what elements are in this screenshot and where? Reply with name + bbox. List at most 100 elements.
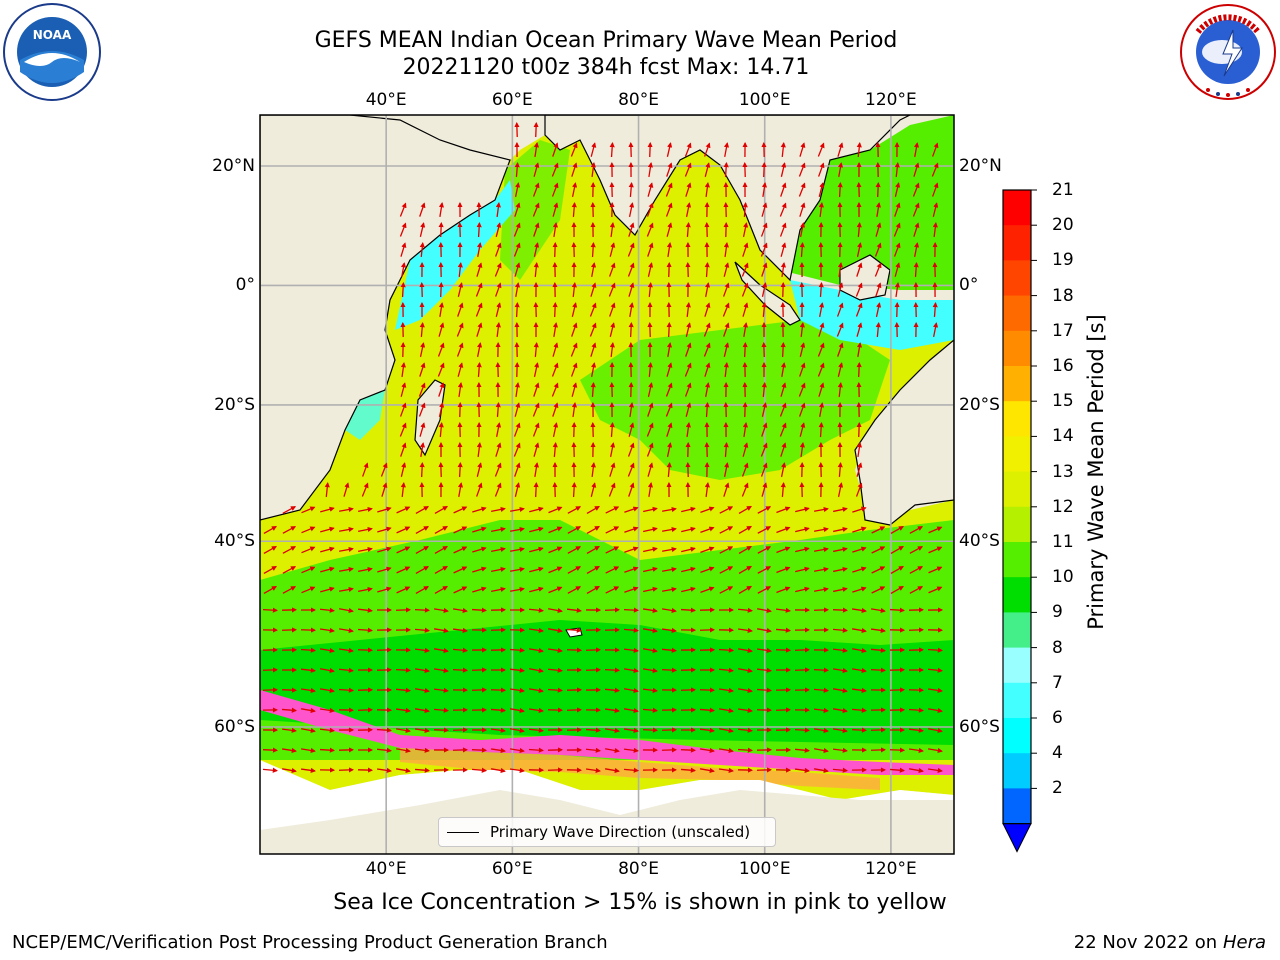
wave-direction-arrow (400, 242, 407, 257)
wave-direction-arrow (590, 241, 596, 258)
wave-direction-arrow (794, 727, 811, 733)
wave-direction-arrow (471, 607, 488, 613)
equatorial-green (580, 320, 890, 480)
wave-direction-arrow (300, 647, 317, 653)
wave-direction-arrow (757, 506, 772, 514)
wave-direction-arrow (395, 687, 412, 693)
wave-direction-arrow (438, 302, 445, 318)
wave-direction-arrow (833, 506, 848, 513)
wave-direction-arrow (742, 442, 749, 457)
wave-direction-arrow (262, 747, 279, 753)
wave-direction-arrow (419, 242, 425, 258)
wave-direction-arrow (856, 242, 863, 257)
wave-direction-arrow (795, 586, 810, 593)
wave-direction-arrow (699, 747, 715, 753)
wave-direction-arrow (300, 727, 316, 734)
wave-direction-arrow (419, 342, 426, 357)
wave-direction-arrow (680, 607, 697, 613)
wave-direction-arrow (324, 481, 330, 498)
wave-direction-arrow (548, 586, 563, 594)
wave-direction-arrow (818, 402, 825, 417)
wave-direction-arrow (495, 282, 502, 297)
wave-direction-arrow (419, 362, 426, 377)
colorbar-segment (1003, 366, 1031, 402)
wave-direction-arrow (491, 526, 506, 533)
wave-direction-arrow (856, 142, 862, 158)
wave-direction-arrow (509, 747, 525, 754)
wave-direction-arrow (490, 747, 506, 753)
wave-direction-arrow (681, 546, 696, 553)
wave-direction-arrow (567, 526, 582, 534)
land-africa (260, 115, 511, 521)
wave-direction-arrow (799, 362, 806, 377)
map-frame (259, 114, 955, 855)
wave-direction-arrow (685, 221, 691, 238)
wave-direction-arrow (779, 422, 787, 437)
wave-direction-arrow (338, 566, 354, 573)
wave-direction-arrow (434, 546, 449, 554)
wave-direction-arrow (780, 262, 786, 278)
wave-direction-arrow (547, 667, 563, 673)
wave-direction-arrow (685, 202, 692, 217)
wave-direction-arrow (509, 727, 525, 734)
wave-direction-arrow (551, 382, 559, 397)
wave-direction-arrow (685, 322, 692, 337)
wave-direction-arrow (263, 525, 277, 535)
wave-direction-arrow (699, 707, 716, 713)
wave-direction-arrow (590, 282, 597, 297)
wave-direction-arrow (894, 282, 900, 298)
wave-direction-arrow (529, 506, 544, 513)
wave-direction-arrow (837, 382, 843, 398)
wave-direction-arrow (282, 526, 297, 534)
wave-direction-arrow (491, 506, 506, 513)
wave-direction-arrow (609, 462, 616, 477)
wave-direction-arrow (757, 586, 772, 594)
wave-direction-arrow (604, 727, 620, 734)
wave-direction-arrow (438, 221, 444, 238)
wave-direction-arrow (605, 506, 620, 514)
wave-direction-arrow (742, 201, 748, 218)
wave-direction-arrow (415, 506, 430, 514)
wave-direction-arrow (761, 402, 768, 417)
wave-direction-arrow (933, 322, 939, 337)
wave-direction-arrow (490, 687, 507, 693)
wave-direction-arrow (628, 321, 634, 338)
wave-direction-arrow (533, 121, 539, 138)
wave-direction-arrow (533, 142, 539, 158)
wave-direction-arrow (718, 667, 734, 673)
wave-direction-arrow (381, 482, 388, 497)
wave-direction-arrow (794, 767, 810, 773)
wave-direction-arrow (628, 482, 635, 497)
wave-direction-arrow (476, 361, 482, 378)
wave-direction-arrow (566, 607, 582, 613)
wave-direction-arrow (756, 607, 772, 614)
wave-direction-arrow (495, 442, 502, 457)
wave-direction-arrow (415, 546, 430, 554)
wave-direction-arrow (528, 727, 544, 733)
wave-direction-arrow (395, 747, 411, 754)
wave-direction-arrow (567, 586, 582, 594)
wave-direction-arrow (590, 262, 597, 277)
wave-direction-arrow (547, 627, 563, 634)
wave-direction-arrow (813, 526, 829, 533)
wave-direction-arrow (590, 162, 596, 178)
wave-direction-arrow (528, 687, 544, 694)
wave-direction-arrow (552, 241, 558, 258)
wave-direction-arrow (571, 302, 578, 317)
wave-direction-arrow (509, 546, 525, 553)
wave-direction-arrow (666, 321, 672, 338)
wave-direction-arrow (643, 566, 658, 573)
colorbar-segment (1003, 190, 1031, 226)
wave-direction-arrow (433, 687, 449, 693)
wave-direction-arrow (818, 322, 825, 337)
wave-direction-arrow (513, 222, 521, 237)
wave-direction-arrow (685, 342, 692, 357)
wave-direction-arrow (472, 526, 487, 533)
wave-direction-arrow (490, 707, 507, 713)
wave-direction-arrow (338, 647, 354, 653)
wave-direction-arrow (894, 262, 901, 277)
wave-direction-arrow (377, 506, 392, 513)
chart-title: GEFS MEAN Indian Ocean Primary Wave Mean… (314, 28, 898, 53)
wave-direction-arrow (395, 727, 411, 734)
wave-direction-arrow (742, 302, 749, 317)
